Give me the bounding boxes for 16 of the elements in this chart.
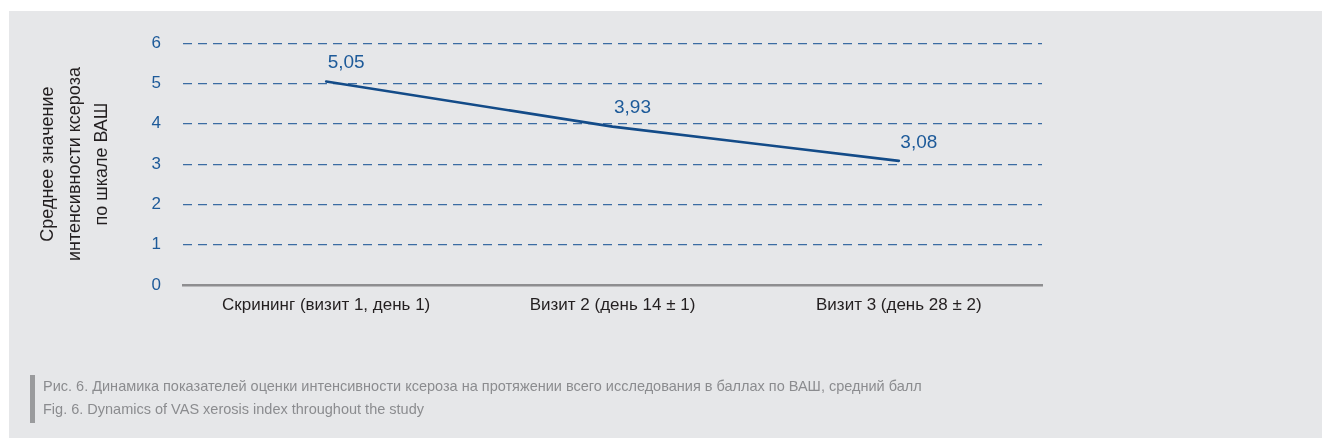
- data-label: 5,05: [327, 51, 365, 73]
- x-tick-label: Визит 2 (день 14 ± 1): [529, 294, 696, 314]
- x-tick-label: Визит 3 (день 28 ± 2): [816, 294, 982, 314]
- y-tick-label: 0: [151, 274, 161, 294]
- caption: Fig. 6. Dynamics of VAS xerosis index throughout the study: [43, 400, 425, 419]
- text: Рис. 6. Динамика показателей оценки интенсивности ксероза на протяжении всего исследования в баллах по ВАШ, средний балл: [43, 377, 922, 396]
- y-tick-label: 2: [151, 194, 161, 214]
- y-tick-label: 6: [151, 32, 161, 52]
- y-tick-label: 5: [151, 73, 161, 93]
- y-tick-label: 1: [151, 234, 161, 254]
- x-tick-label: Скрининг (визит 1, день 1): [222, 294, 431, 314]
- y-tick-label: 3: [151, 153, 161, 173]
- y-tick-label: 4: [151, 113, 161, 133]
- data-label: 3,93: [614, 96, 651, 118]
- y-axis-title: Среднее значение интенсивности ксероза по шкале ВАШ: [37, 66, 112, 262]
- data-label: 3,08: [900, 130, 938, 152]
